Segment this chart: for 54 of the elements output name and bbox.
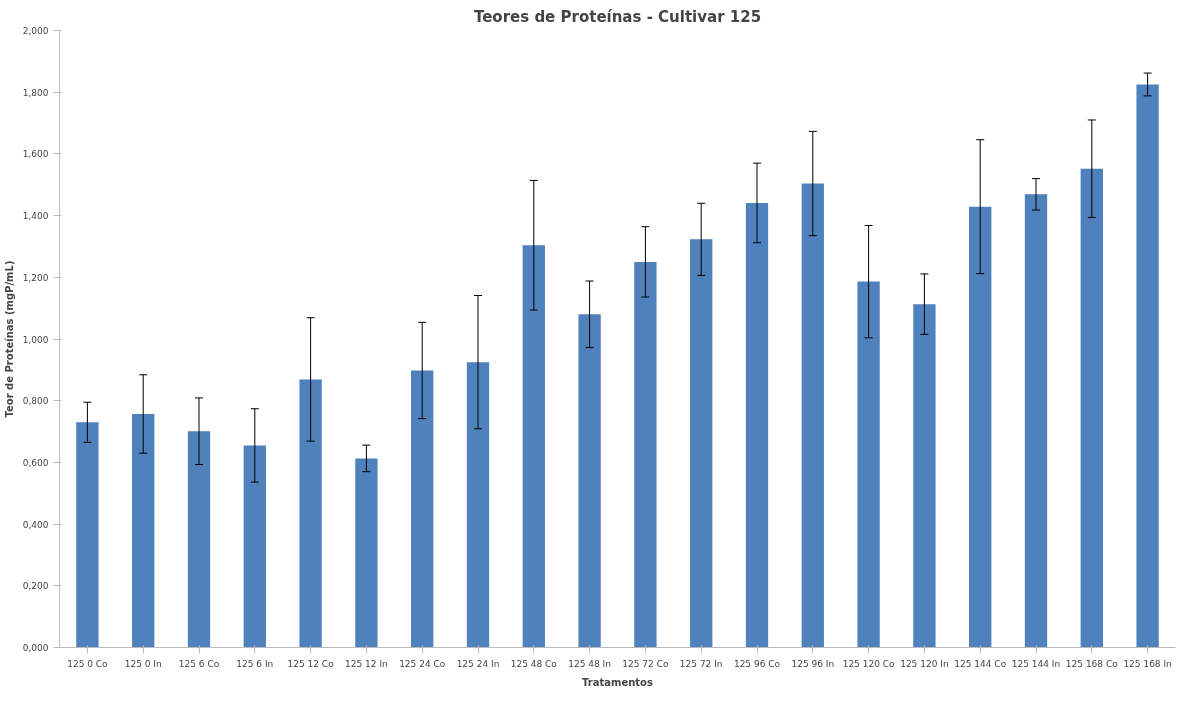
y-axis-title: Teor de Proteínas (mgP/mL): [3, 260, 15, 418]
x-tick-label: 125 12 Co: [287, 658, 335, 669]
x-tick-label: 125 48 Co: [510, 658, 558, 669]
y-tick-label: 0,400: [22, 519, 49, 530]
x-tick-label: 125 6 In: [236, 658, 274, 669]
bar: [634, 261, 657, 648]
y-tick-label: 0,800: [22, 396, 49, 407]
y-tick-label: 1,400: [22, 211, 49, 222]
bar: [1136, 84, 1159, 648]
y-tick-label: 1,200: [22, 272, 49, 283]
bar: [466, 362, 490, 648]
bar: [857, 281, 880, 648]
chart-title: Teores de Proteínas - Cultivar 125: [473, 7, 762, 26]
x-tick-label: 125 168 In: [1123, 658, 1172, 669]
bar: [745, 202, 769, 648]
x-tick-label: 125 6 Co: [178, 658, 220, 669]
bar: [913, 304, 936, 648]
x-tick-label: 125 24 In: [456, 658, 500, 669]
y-tick-label: 2,000: [22, 26, 49, 36]
bar: [690, 239, 713, 648]
bar: [299, 379, 322, 648]
x-tick-label: 125 96 Co: [733, 658, 781, 669]
y-tick-label: 0,200: [22, 581, 49, 592]
x-tick-label: 125 24 Co: [399, 658, 446, 669]
x-tick-label: 125 0 Co: [67, 658, 109, 669]
x-tick-label: 125 144 In: [1011, 658, 1061, 669]
x-tick-label: 125 96 In: [791, 658, 835, 669]
bar: [76, 422, 99, 648]
x-axis-title: Tratamentos: [582, 676, 653, 688]
x-tick-label: 125 72 In: [679, 658, 723, 669]
bar: [1024, 194, 1048, 648]
bar: [801, 183, 824, 648]
bar: [187, 431, 211, 648]
x-tick-label: 125 120 Co: [842, 658, 896, 669]
bar: [355, 458, 378, 648]
bar: [132, 413, 155, 648]
bar: [578, 314, 601, 648]
bar: [411, 370, 434, 648]
bar: [243, 445, 266, 648]
bar: [522, 245, 545, 648]
x-tick-label: 125 72 Co: [622, 658, 669, 669]
y-tick-label: 0,600: [22, 457, 49, 468]
x-tick-label: 125 144 Co: [954, 658, 1007, 669]
bar: [969, 206, 992, 648]
y-tick-label: 1,800: [22, 87, 49, 98]
x-tick-label: 125 0 In: [124, 658, 162, 669]
bar: [1080, 168, 1103, 648]
x-tick-label: 125 48 In: [568, 658, 611, 669]
y-tick-label: 1,600: [22, 149, 49, 160]
y-tick-label: 1,000: [22, 334, 49, 345]
x-tick-label: 125 168 Co: [1065, 658, 1119, 669]
x-tick-label: 125 120 In: [900, 658, 949, 669]
x-tick-label: 125 12 In: [345, 658, 388, 669]
y-tick-label: 0,000: [22, 643, 49, 653]
